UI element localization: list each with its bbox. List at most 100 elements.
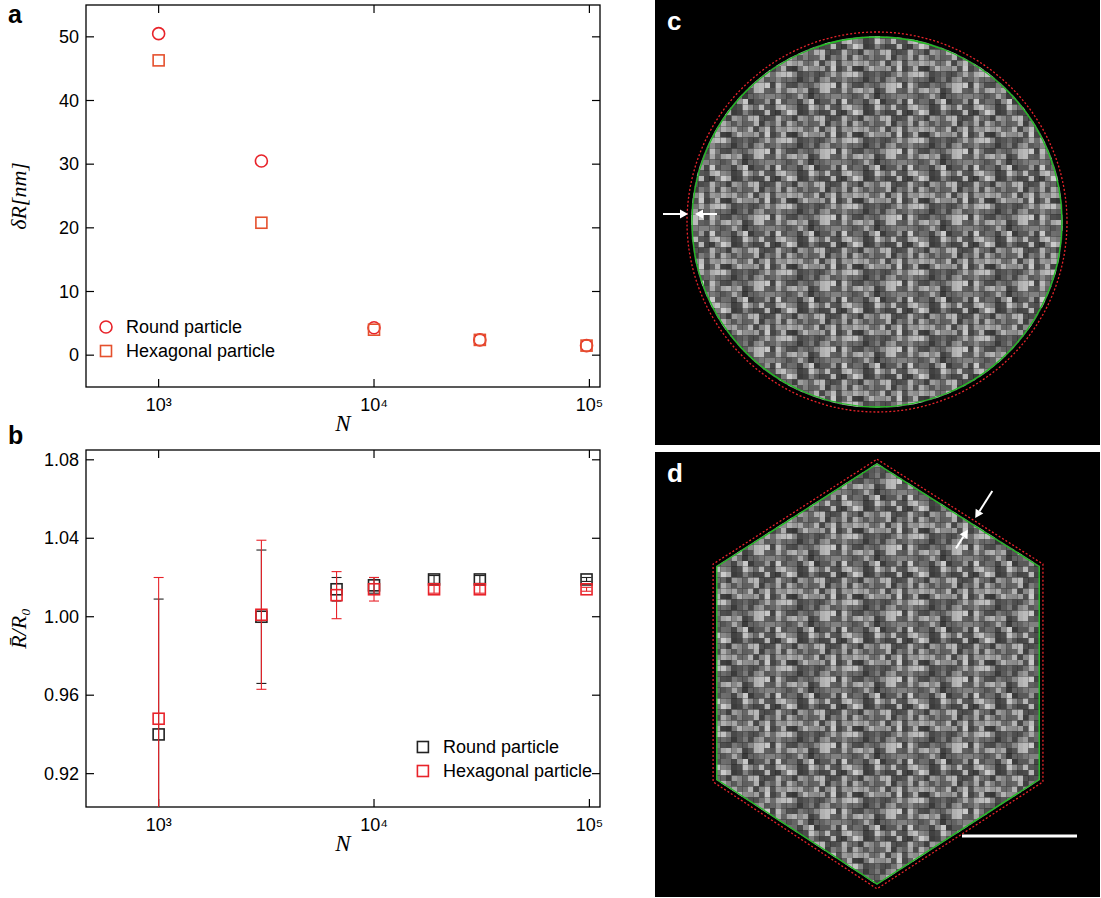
error-cap — [369, 577, 379, 578]
scale-bar — [962, 835, 1077, 838]
x-tick — [589, 450, 590, 458]
error-bar — [586, 587, 587, 591]
y-tick-label: 1.08 — [44, 450, 79, 470]
y-tick — [86, 538, 94, 539]
point — [581, 584, 592, 595]
panel-letter: c — [667, 6, 681, 36]
arrow-shaft — [979, 491, 992, 511]
panel-letter: a — [8, 0, 23, 28]
point — [581, 340, 592, 351]
y-tick-label: 1.00 — [44, 607, 79, 627]
error-bar — [479, 576, 480, 584]
point — [153, 713, 164, 724]
error-bar — [336, 572, 337, 619]
y-tick — [592, 291, 600, 292]
x-tick-label: 10³ — [146, 395, 172, 415]
point — [256, 609, 267, 620]
x-tick — [589, 799, 590, 807]
error-cap — [369, 600, 379, 601]
error-cap — [429, 575, 439, 576]
legend-label: Hexagonal particle — [443, 761, 592, 781]
arrow-shaft — [703, 213, 717, 215]
error-cap — [369, 577, 379, 578]
point — [369, 324, 380, 335]
y-tick-label: 0 — [69, 345, 79, 365]
error-cap — [582, 577, 592, 578]
y-tick-label: 50 — [59, 27, 79, 47]
y-tick — [592, 616, 600, 617]
x-tick — [373, 799, 374, 807]
y-tick-label: 30 — [59, 154, 79, 174]
point — [369, 584, 380, 595]
x-tick — [373, 450, 374, 458]
legend-label: Hexagonal particle — [126, 341, 275, 361]
panel-letter: b — [8, 421, 23, 449]
error-cap — [256, 540, 266, 541]
panel-0: 10³10⁴10⁵01020304050NδR[nm]aRound partic… — [6, 0, 603, 436]
error-bar — [373, 578, 374, 602]
y-tick — [86, 616, 94, 617]
error-cap — [582, 581, 592, 582]
legend: Round particle Hexagonal particle — [417, 737, 592, 781]
point — [153, 55, 164, 66]
point — [474, 584, 485, 595]
legend: Round particleHexagonal particle — [100, 317, 275, 361]
y-tick — [592, 355, 600, 356]
y-tick — [592, 100, 600, 101]
point — [429, 584, 440, 595]
x-tick — [158, 450, 159, 458]
image-panel: c — [655, 0, 1100, 445]
error-cap — [332, 618, 342, 619]
y-tick — [86, 291, 94, 292]
error-bar — [158, 578, 159, 808]
y-tick — [86, 773, 94, 774]
true-outline — [717, 464, 1039, 884]
error-bar — [434, 576, 435, 584]
error-cap — [429, 585, 439, 586]
y-tick-label: 40 — [59, 91, 79, 111]
x-tick — [158, 5, 159, 13]
x-tick — [589, 5, 590, 13]
y-tick-label: 0.96 — [44, 685, 79, 705]
image-background — [655, 452, 1100, 897]
legend-marker — [100, 321, 112, 333]
y-tick-label: 0.92 — [44, 764, 79, 784]
error-cap — [332, 571, 342, 572]
arrow-shaft — [663, 213, 680, 215]
x-tick-label: 10⁵ — [576, 815, 603, 835]
arrow-head — [680, 210, 688, 219]
arrow-head — [975, 509, 983, 518]
data-marks — [153, 540, 592, 807]
y-tick — [592, 164, 600, 165]
error-bar — [434, 585, 435, 593]
error-bar — [479, 585, 480, 593]
y-tick — [592, 459, 600, 460]
particle — [691, 36, 1063, 408]
y-tick — [86, 459, 94, 460]
fit-outline — [687, 32, 1067, 412]
x-tick — [373, 5, 374, 13]
data-marks — [153, 28, 593, 352]
arrow-head — [695, 210, 703, 219]
y-tick — [592, 695, 600, 696]
legend-label: Round particle — [443, 737, 559, 757]
particle — [716, 463, 1040, 885]
plot-frame — [86, 5, 600, 387]
y-tick — [86, 100, 94, 101]
y-tick — [86, 36, 94, 37]
point — [581, 340, 593, 352]
x-tick-label: 10³ — [146, 815, 172, 835]
point — [331, 590, 342, 601]
x-tick — [589, 379, 590, 387]
error-cap — [256, 689, 266, 690]
legend-marker — [101, 346, 112, 357]
error-bar — [586, 578, 587, 582]
image-background — [655, 0, 1100, 445]
y-axis-title: R̄/R₀ — [6, 608, 31, 650]
y-tick-label: 20 — [59, 218, 79, 238]
arrow-shaft — [956, 537, 963, 549]
x-tick-label: 10⁵ — [576, 395, 603, 415]
error-cap — [475, 575, 485, 576]
error-cap — [475, 585, 485, 586]
y-tick — [86, 355, 94, 356]
